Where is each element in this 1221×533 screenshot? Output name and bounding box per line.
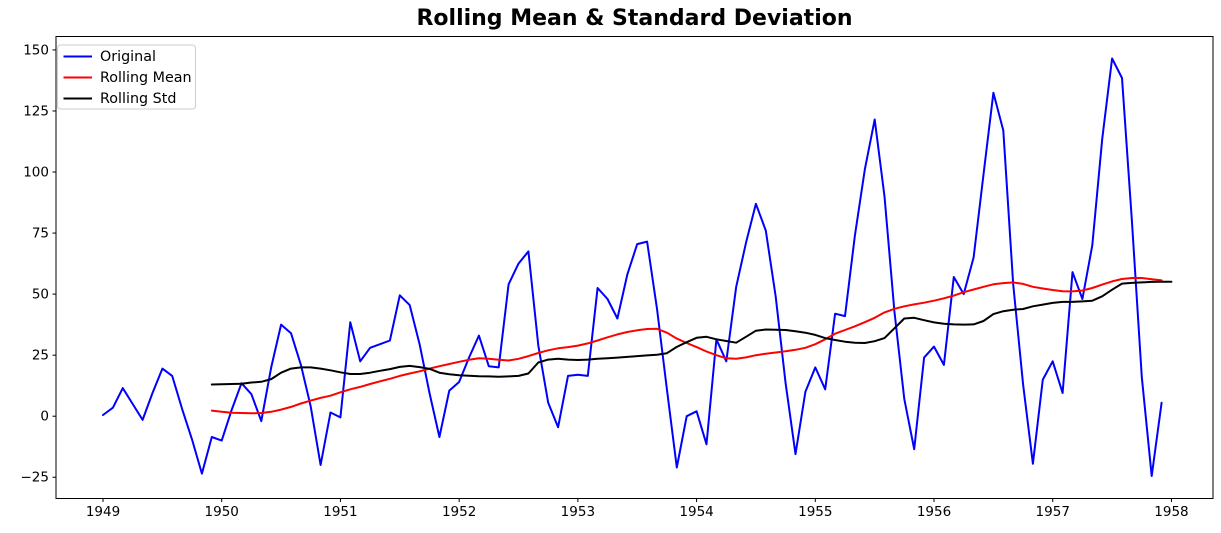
x-tick-label: 1953 bbox=[561, 504, 595, 520]
y-tick-label: 25 bbox=[32, 348, 49, 364]
series-line-original bbox=[102, 57, 1163, 477]
y-tick-label: 100 bbox=[23, 164, 49, 180]
y-tick-label: −25 bbox=[21, 470, 50, 486]
y-axis-ticks: −25 0 25 50 75 100 125 150 bbox=[21, 42, 56, 486]
y-tick-label: 0 bbox=[40, 409, 49, 425]
x-axis-ticks: 1949 1950 1951 1952 1953 1954 1955 1956 1957 1958 bbox=[86, 498, 1189, 520]
y-tick-label: 75 bbox=[32, 226, 49, 242]
legend-rolling-std-label: Rolling Std bbox=[100, 91, 176, 107]
x-tick-label: 1950 bbox=[205, 504, 239, 520]
x-tick-label: 1954 bbox=[679, 504, 713, 520]
series-line-rolling-std bbox=[210, 280, 1173, 386]
x-tick-label: 1955 bbox=[798, 504, 832, 520]
legend-box bbox=[57, 44, 196, 110]
chart-title: Rolling Mean & Standard Deviation bbox=[416, 6, 852, 31]
x-tick-label: 1956 bbox=[917, 504, 951, 520]
legend-original-label: Original bbox=[100, 49, 156, 65]
x-tick-label: 1952 bbox=[442, 504, 476, 520]
x-tick-label: 1951 bbox=[323, 504, 357, 520]
legend: Original Rolling Mean Rolling Std bbox=[57, 44, 196, 110]
y-tick-label: 125 bbox=[23, 103, 49, 119]
series-lines bbox=[102, 57, 1173, 477]
y-tick-label: 150 bbox=[23, 42, 49, 58]
x-tick-label: 1957 bbox=[1036, 504, 1070, 520]
y-tick-label: 50 bbox=[32, 287, 49, 303]
plot-area-border bbox=[55, 36, 1214, 499]
legend-rolling-mean-label: Rolling Mean bbox=[100, 70, 192, 86]
x-tick-label: 1949 bbox=[86, 504, 120, 520]
x-tick-label: 1958 bbox=[1154, 504, 1188, 520]
